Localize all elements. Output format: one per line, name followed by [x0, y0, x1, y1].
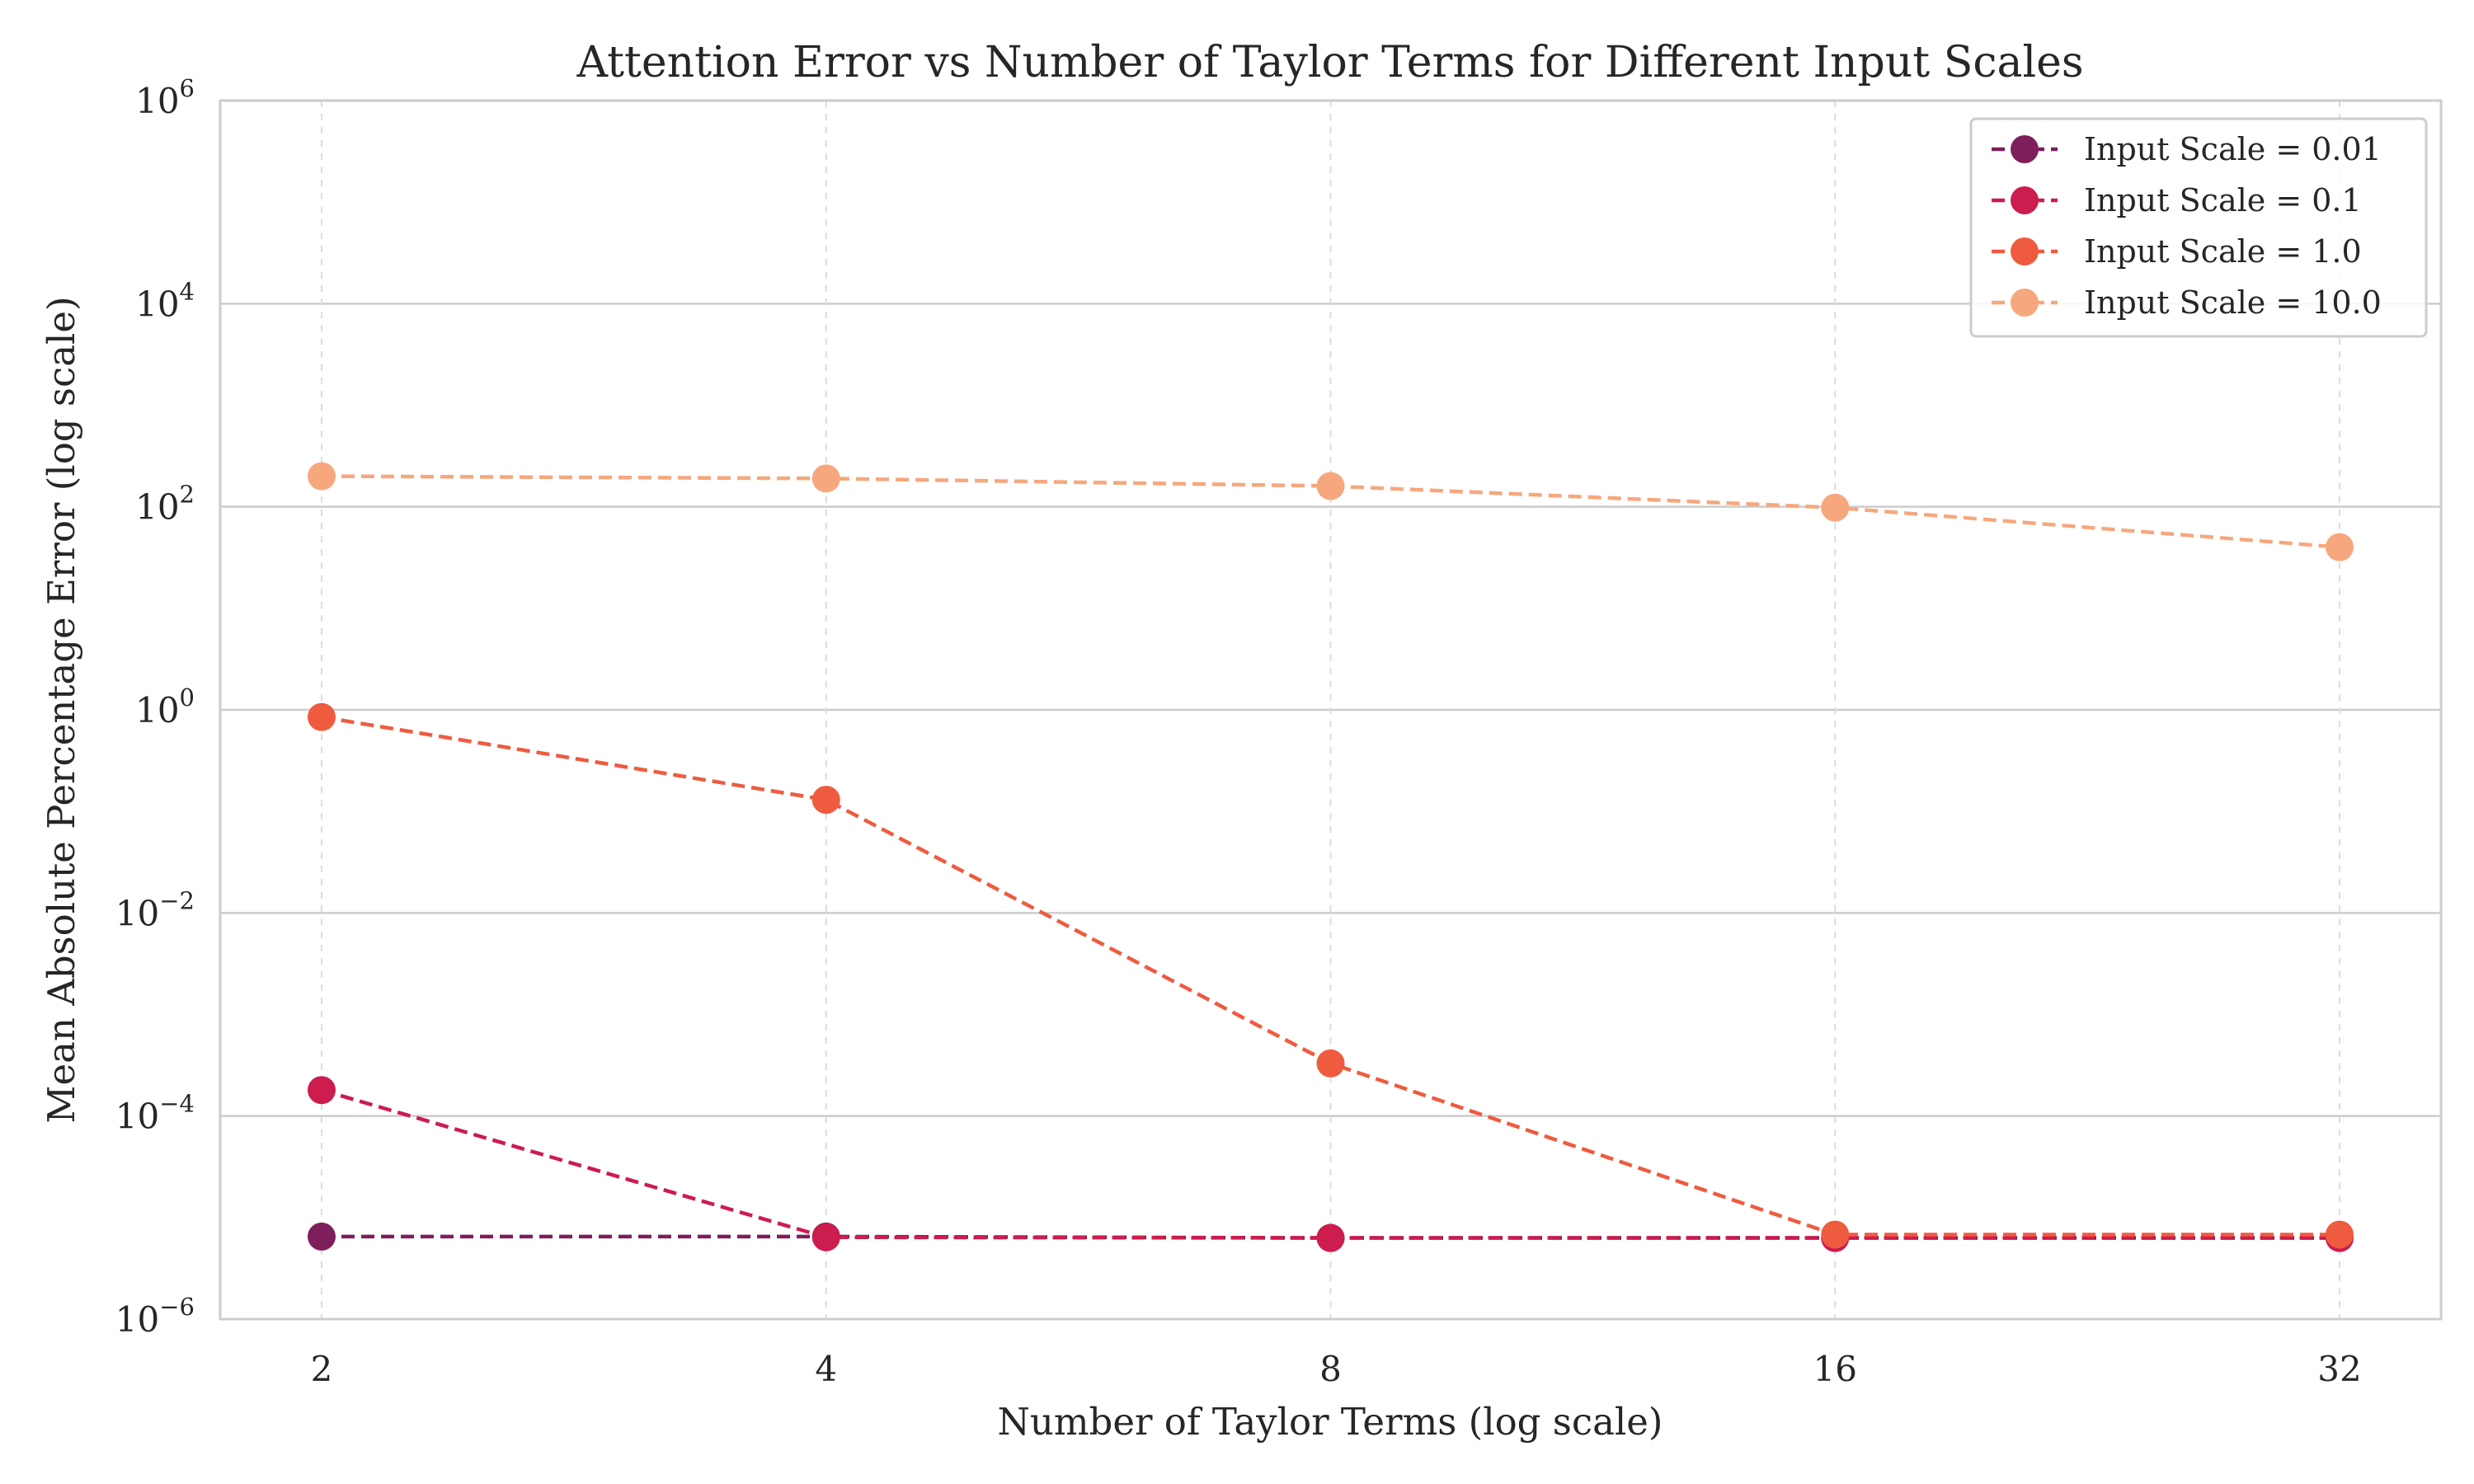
series-3	[308, 462, 2354, 561]
data-point	[811, 1223, 840, 1252]
data-point	[1316, 1049, 1345, 1078]
data-point	[1821, 1220, 1850, 1249]
x-tick-label: 4	[815, 1349, 837, 1389]
y-tick-label: 106	[135, 74, 195, 121]
legend-label: Input Scale = 10.0	[2084, 284, 2382, 321]
y-tick-label: 10−2	[115, 886, 195, 933]
legend-marker	[2011, 186, 2039, 214]
series-line	[321, 474, 2340, 549]
data-point	[1821, 493, 1850, 522]
tick-labels: 10−6 10−4 10−2 100 102 104 106 2 4 8 16 32	[115, 74, 2362, 1389]
legend-label: Input Scale = 0.1	[2084, 182, 2362, 218]
legend-entry: Input Scale = 0.1	[1992, 182, 2362, 218]
data-point	[811, 786, 840, 815]
data-point	[308, 462, 336, 491]
y-axis-label: Mean Absolute Percentage Error (log scal…	[40, 296, 83, 1123]
y-tick-label: 102	[135, 481, 195, 528]
data-point	[308, 1222, 336, 1251]
legend-frame	[1969, 117, 2428, 338]
y-tick-label: 104	[135, 277, 195, 324]
chart-title: Attention Error vs Number of Taylor Term…	[576, 38, 2083, 87]
data-point	[308, 1076, 336, 1105]
y-tick-label: 100	[135, 683, 195, 730]
x-axis-label: Number of Taylor Terms (log scale)	[998, 1400, 1663, 1444]
legend-marker	[2011, 237, 2039, 265]
legend-entry: Input Scale = 10.0	[1992, 284, 2382, 321]
legend-marker	[2011, 289, 2039, 317]
data-point	[811, 464, 840, 493]
legend-label: Input Scale = 0.01	[2084, 131, 2382, 167]
series-layer	[308, 462, 2354, 1252]
data-point	[308, 702, 336, 731]
plot-area-frame	[219, 99, 2443, 1321]
x-tick-label: 32	[2317, 1349, 2361, 1389]
series-2	[308, 702, 2354, 1249]
data-point	[2326, 1220, 2354, 1249]
legend-label: Input Scale = 1.0	[2084, 233, 2362, 270]
data-point	[1316, 1223, 1345, 1252]
x-tick-label: 8	[1319, 1349, 1342, 1389]
legend: Input Scale = 0.01 Input Scale = 0.1 Input…	[1969, 117, 2428, 338]
x-tick-label: 2	[311, 1349, 333, 1389]
y-tick-label: 10−4	[115, 1090, 195, 1137]
legend-entry: Input Scale = 1.0	[1992, 233, 2362, 270]
data-point	[1316, 472, 1345, 500]
legend-entry: Input Scale = 0.01	[1992, 131, 2382, 167]
legend-marker	[2011, 135, 2039, 163]
x-tick-label: 16	[1813, 1349, 1857, 1389]
y-tick-label: 10−6	[115, 1293, 195, 1340]
data-point	[2326, 533, 2354, 561]
